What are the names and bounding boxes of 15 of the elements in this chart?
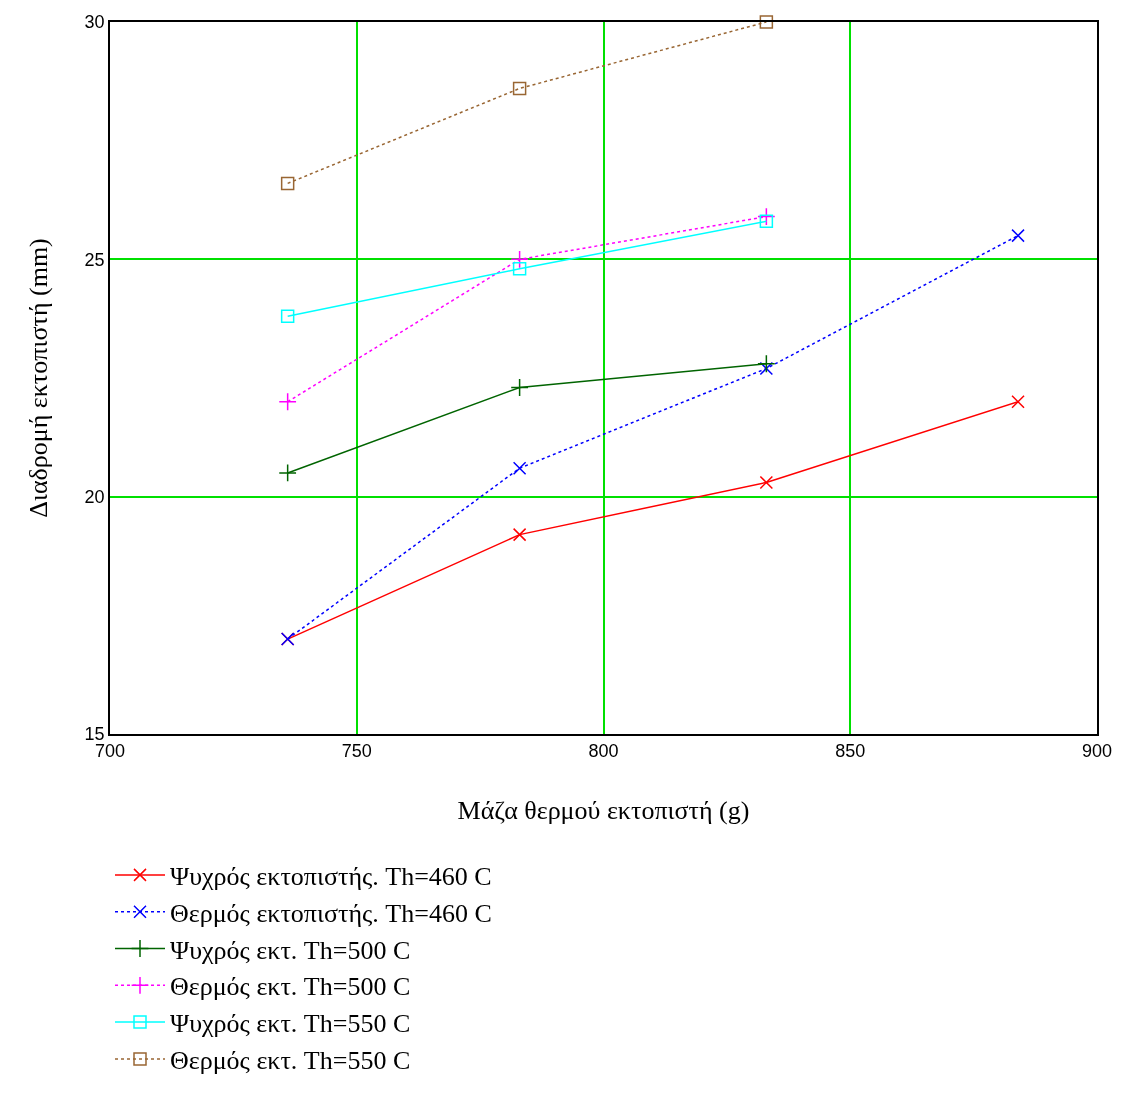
legend-label: Ψυχρός εκτοπιστής. Th=460 C (170, 862, 492, 892)
y-tick-label: 25 (84, 249, 105, 270)
y-tick-label: 20 (84, 486, 105, 507)
x-tick-label: 750 (341, 741, 372, 762)
legend-label: Θερμός εκτ. Th=550 C (170, 1046, 411, 1076)
legend-label: Θερμός εκτ. Th=500 C (170, 972, 411, 1002)
x-tick-label: 800 (588, 741, 619, 762)
legend-label: Ψυχρός εκτ. Th=550 C (170, 1009, 411, 1039)
legend-label: Θερμός εκτοπιστής. Th=460 C (170, 898, 492, 928)
x-axis-title: Μάζα θερμού εκτοπιστή (g) (457, 795, 750, 825)
y-tick-label: 30 (84, 12, 105, 33)
legend-label: Ψυχρός εκτ. Th=500 C (170, 935, 411, 965)
x-tick-label: 850 (835, 741, 866, 762)
x-tick-label: 900 (1081, 741, 1113, 762)
y-axis-title: Διαδρομή εκτοπιστή (mm) (23, 238, 53, 518)
